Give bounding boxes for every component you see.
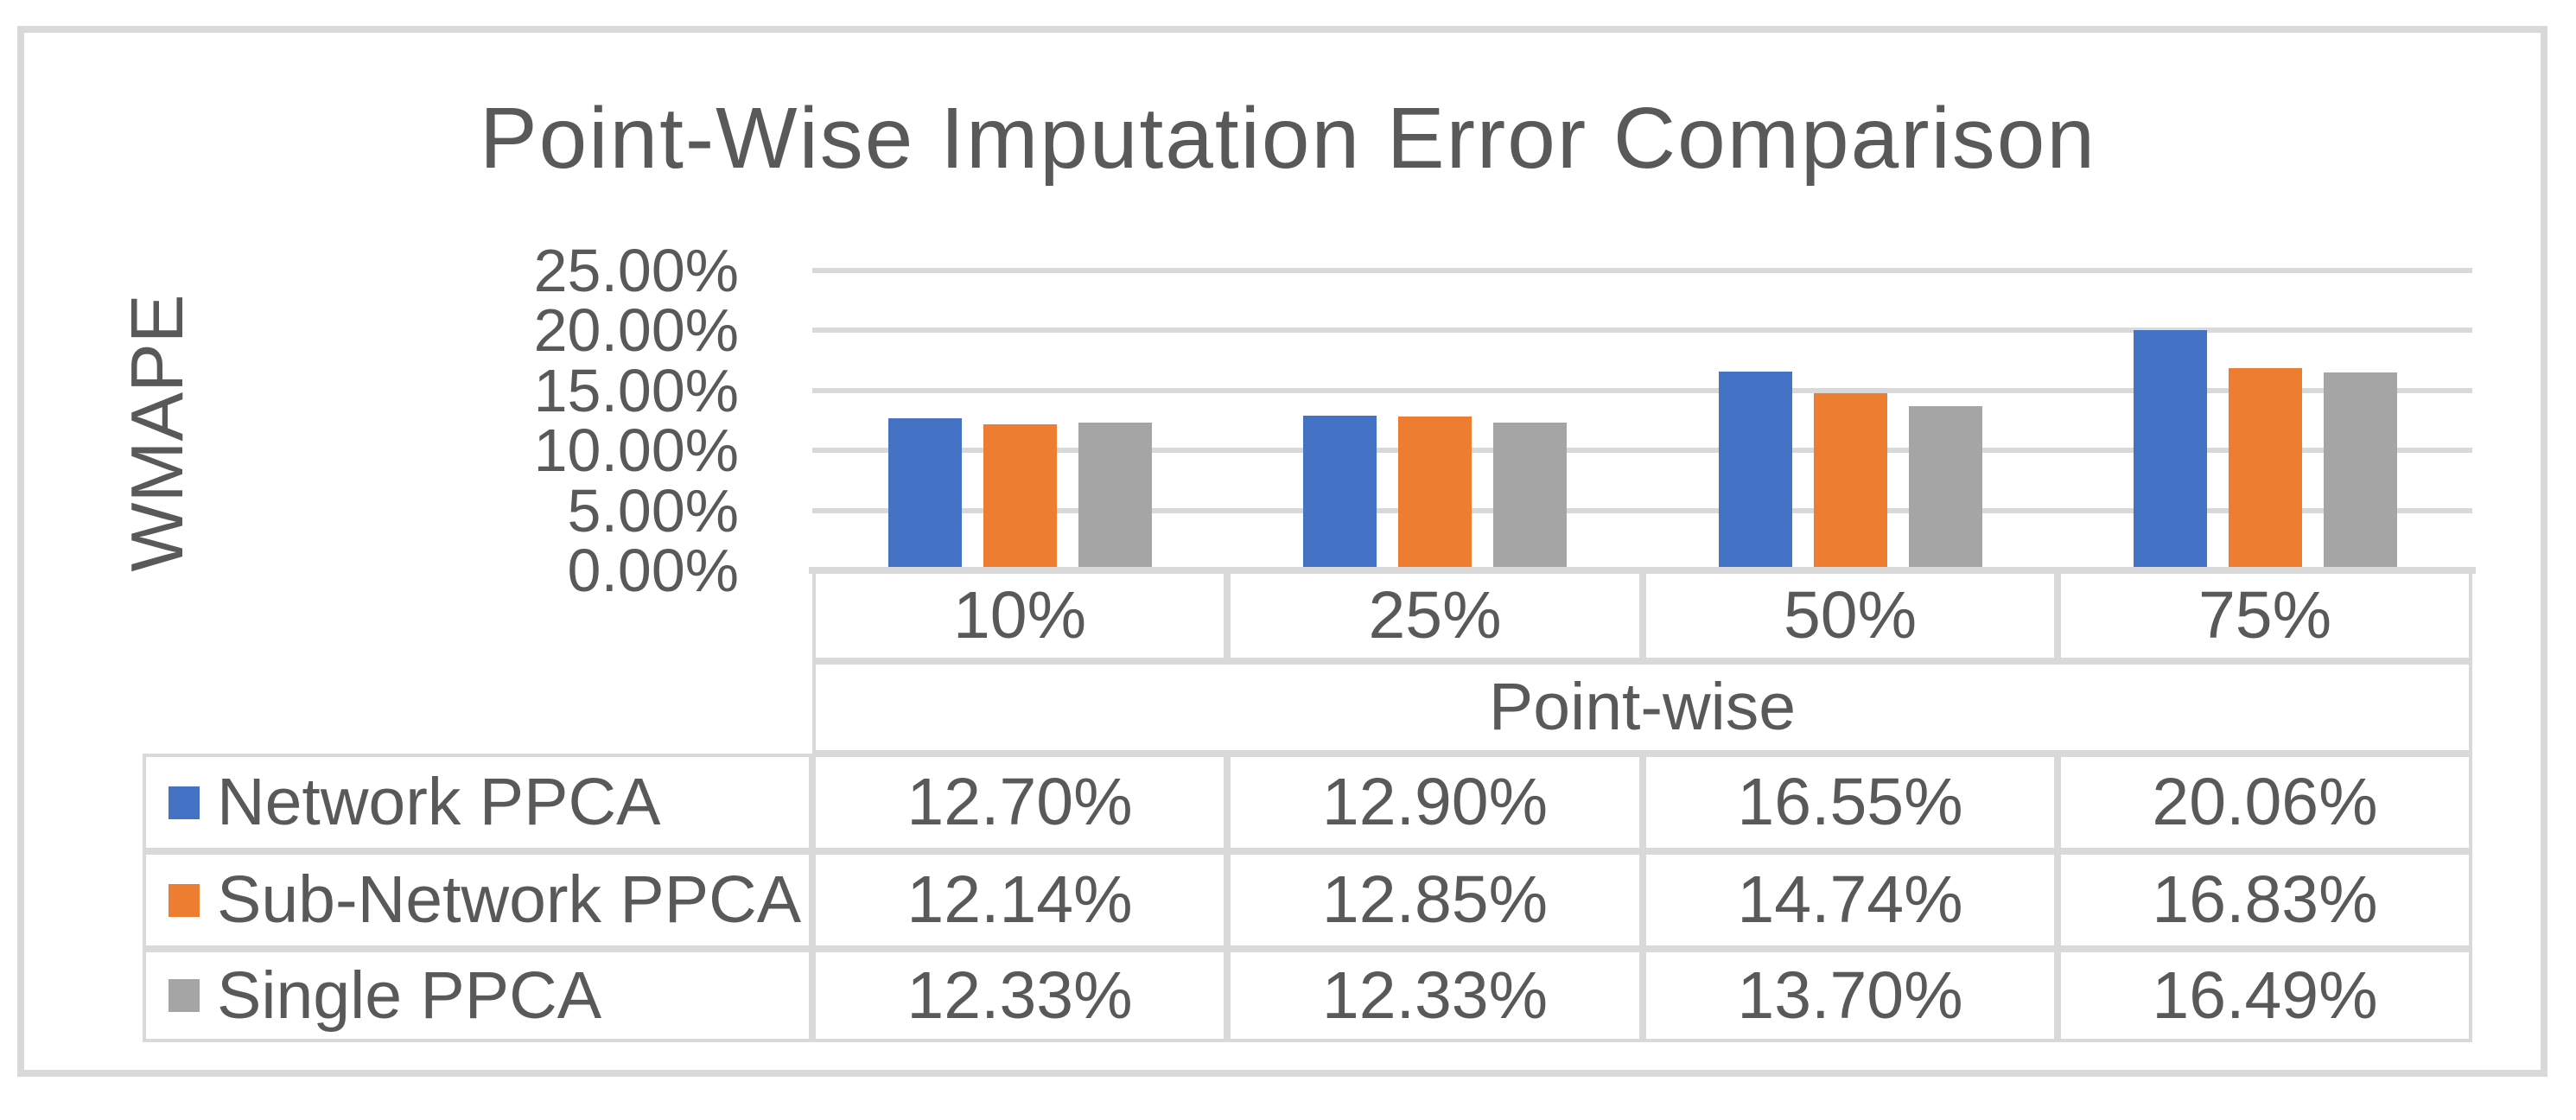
bar-network-ppca-10pct [887,418,962,570]
y-axis-title: WMAPE [117,294,199,572]
series-label-cell-network-ppca: Network PPCA [143,754,812,851]
plot-area [812,268,2472,570]
bar-group-10pct [812,270,1227,570]
table-value-cell: 12.70% [812,754,1227,851]
legend-swatch-sub-network-ppca-icon [169,883,200,917]
bar-single-ppca-25pct [1492,423,1567,570]
bar-sub-network-ppca-25pct [1397,417,1472,570]
data-table: 10% 25% 50% 75% Point-wise Network PPCA … [143,570,2472,1042]
table-value-cell: 20.06% [2058,754,2472,851]
y-tick-label-20: 20.00% [533,296,739,364]
bar-group-25pct [1227,270,1642,570]
table-value-cell: 16.55% [1643,754,2058,851]
bar-single-ppca-10pct [1078,423,1152,570]
y-tick-label-10: 10.00% [533,417,739,484]
table-value-cell: 16.83% [2058,851,2472,949]
bar-group-50pct [1643,270,2058,570]
gridline-5pct [812,508,2472,513]
chart-title: Point-Wise Imputation Error Comparison [479,90,2097,187]
category-cell-50pct: 50% [1643,570,2058,661]
bar-sub-network-ppca-50pct [1813,393,1887,570]
category-group-cell: Point-wise [812,661,2472,754]
y-tick-label-0: 0.00% [567,537,739,604]
category-cell-25pct: 25% [1227,570,1643,661]
series-name-sub-network-ppca: Sub-Network PPCA [217,862,802,937]
series-name-single-ppca: Single PPCA [217,958,602,1033]
gridline-10pct [812,448,2472,453]
bar-single-ppca-50pct [1908,406,1982,570]
gridline-25pct [812,268,2472,273]
table-value-cell: 14.74% [1643,851,2058,949]
y-tick-label-15: 15.00% [533,357,739,424]
series-label-cell-single-ppca: Single PPCA [143,949,812,1042]
bar-network-ppca-50pct [1718,372,1792,570]
table-value-cell: 12.90% [1227,754,1643,851]
bar-sub-network-ppca-75pct [2228,368,2302,570]
table-value-cell: 12.85% [1227,851,1643,949]
category-cell-10pct: 10% [812,570,1227,661]
category-cell-75pct: 75% [2058,570,2472,661]
table-value-cell: 12.33% [812,949,1227,1042]
legend-swatch-single-ppca-icon [169,979,200,1012]
gridline-20pct [812,328,2472,333]
y-tick-label-5: 5.00% [567,477,739,544]
bar-group-75pct [2058,270,2472,570]
table-value-cell: 13.70% [1643,949,2058,1042]
bar-sub-network-ppca-10pct [983,424,1057,570]
table-value-cell: 12.33% [1227,949,1643,1042]
y-tick-label-25: 25.00% [533,237,739,304]
series-label-cell-sub-network-ppca: Sub-Network PPCA [143,851,812,949]
gridline-15pct [812,388,2472,393]
table-value-cell: 16.49% [2058,949,2472,1042]
bar-network-ppca-25pct [1302,416,1377,570]
bar-network-ppca-75pct [2133,330,2207,570]
table-value-cell: 12.14% [812,851,1227,949]
legend-swatch-network-ppca-icon [169,786,200,819]
bar-single-ppca-75pct [2323,372,2397,570]
series-name-network-ppca: Network PPCA [217,765,661,839]
